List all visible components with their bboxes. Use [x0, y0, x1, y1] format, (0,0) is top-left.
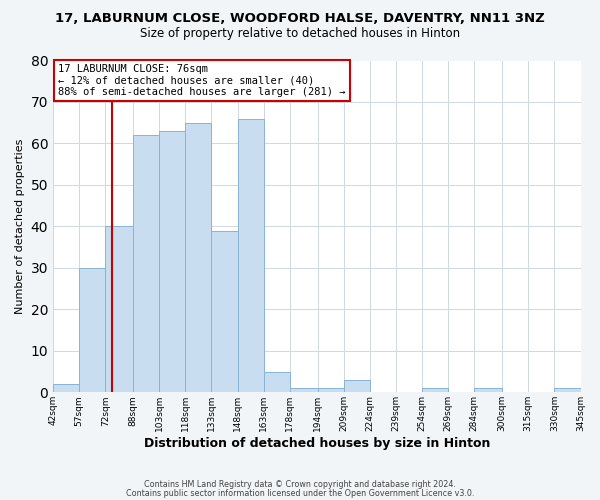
Bar — [317, 388, 344, 392]
Bar — [159, 131, 185, 392]
Bar — [238, 118, 263, 392]
Bar — [290, 388, 317, 392]
Bar — [133, 135, 159, 392]
Text: 17 LABURNUM CLOSE: 76sqm
← 12% of detached houses are smaller (40)
88% of semi-d: 17 LABURNUM CLOSE: 76sqm ← 12% of detach… — [58, 64, 346, 97]
Text: Size of property relative to detached houses in Hinton: Size of property relative to detached ho… — [140, 28, 460, 40]
Bar — [344, 380, 370, 392]
Bar — [79, 268, 105, 392]
Bar — [185, 122, 211, 392]
X-axis label: Distribution of detached houses by size in Hinton: Distribution of detached houses by size … — [143, 437, 490, 450]
Text: 17, LABURNUM CLOSE, WOODFORD HALSE, DAVENTRY, NN11 3NZ: 17, LABURNUM CLOSE, WOODFORD HALSE, DAVE… — [55, 12, 545, 26]
Bar — [554, 388, 581, 392]
Bar — [105, 226, 133, 392]
Y-axis label: Number of detached properties: Number of detached properties — [15, 138, 25, 314]
Text: Contains public sector information licensed under the Open Government Licence v3: Contains public sector information licen… — [126, 488, 474, 498]
Bar — [422, 388, 448, 392]
Bar — [53, 384, 79, 392]
Text: Contains HM Land Registry data © Crown copyright and database right 2024.: Contains HM Land Registry data © Crown c… — [144, 480, 456, 489]
Bar — [263, 372, 290, 392]
Bar — [475, 388, 502, 392]
Bar — [211, 230, 238, 392]
